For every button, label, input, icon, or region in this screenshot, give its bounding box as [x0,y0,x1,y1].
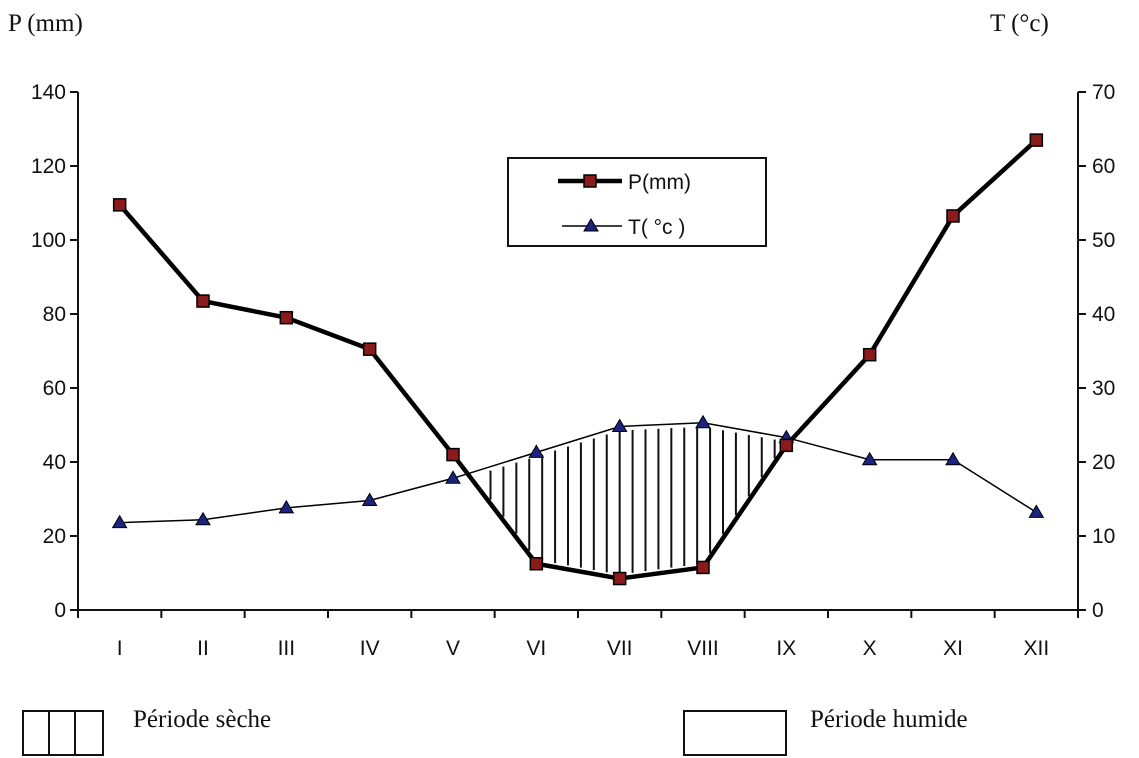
precipitation-point [946,209,960,223]
precipitation-point [112,198,127,212]
x-tick-label: IV [360,637,380,660]
series [111,133,1045,586]
temperature-point [445,470,461,484]
left-axis-title: P (mm) [8,10,83,37]
left-tick-label: 140 [31,81,66,104]
right-tick-label: 20 [1092,451,1115,474]
left-tick-label: 80 [43,303,66,326]
right-tick-label: 50 [1092,229,1115,252]
x-tick-label: VI [526,637,546,660]
x-tick-label: V [446,637,460,660]
temperature-point [611,418,628,432]
precipitation-point [446,447,460,462]
legend-temp-marker [583,218,599,232]
x-tick-label: XII [1023,637,1049,660]
legend-precip-marker [583,174,597,188]
precipitation-point [696,560,710,575]
x-tick-label: VII [607,637,633,660]
dry-period-label: Période sèche [133,706,272,733]
x-tick-label: IX [776,637,796,660]
temperature-point [361,492,378,506]
wet-period-swatch [683,710,787,756]
precipitation-point [612,571,627,586]
temperature-point [528,444,545,458]
temperature-line [119,422,1037,524]
precipitation-point [196,294,210,308]
right-tick-label: 40 [1092,303,1115,326]
dry-period-swatch [22,710,104,756]
temperature-point [1028,504,1045,518]
legend-temp-label: T( °c ) [628,216,685,239]
temperature-point [111,514,128,529]
precipitation-point [362,342,377,356]
right-tick-label: 0 [1092,599,1104,622]
temperature-point [278,499,295,514]
temperature-point [945,451,961,466]
left-tick-label: 40 [43,451,66,474]
x-tick-label: VIII [687,637,719,660]
left-tick-label: 0 [54,599,66,622]
precipitation-line [117,138,1038,581]
chart-legend: P(mm) T( °c ) [507,157,767,247]
left-tick-label: 120 [31,155,66,178]
temperature-point [695,414,711,429]
legend-box [507,157,767,247]
left-tick-label: 20 [43,525,66,548]
dry-period-hatching [489,427,789,575]
right-tick-label: 10 [1092,525,1115,548]
x-tick-label: X [863,637,877,660]
right-tick-label: 70 [1092,81,1115,104]
right-tick-label: 30 [1092,377,1115,400]
precipitation-point [1029,133,1044,147]
left-tick-label: 100 [31,229,66,252]
right-tick-label: 60 [1092,155,1115,178]
precipitation-point [862,347,877,362]
left-tick-label: 60 [43,377,66,400]
x-tick-label: XI [943,637,963,660]
x-tick-label: I [117,637,123,660]
temperature-point [195,511,211,526]
temperature-point [861,451,878,466]
precipitation-point [779,438,794,453]
precipitation-point [529,557,544,571]
precipitation-point [279,310,294,325]
wet-period-label: Période humide [810,706,968,733]
x-tick-label: II [197,637,209,660]
legend-precip-label: P(mm) [628,171,691,194]
right-axis-title: T (°c) [990,10,1049,37]
x-tick-label: III [278,637,296,660]
